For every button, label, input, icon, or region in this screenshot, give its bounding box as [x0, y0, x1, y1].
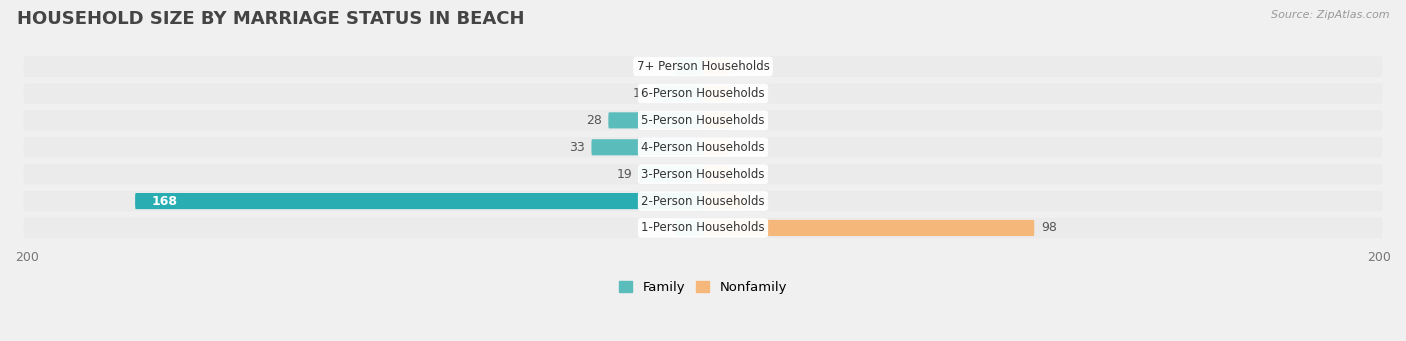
FancyBboxPatch shape	[24, 164, 1382, 184]
Text: 0: 0	[737, 114, 745, 127]
Text: 2-Person Households: 2-Person Households	[641, 195, 765, 208]
FancyBboxPatch shape	[676, 59, 703, 75]
FancyBboxPatch shape	[24, 191, 1382, 211]
FancyBboxPatch shape	[24, 218, 1382, 238]
FancyBboxPatch shape	[703, 193, 744, 209]
FancyBboxPatch shape	[135, 193, 703, 209]
Text: 33: 33	[569, 141, 585, 154]
Text: 0: 0	[737, 60, 745, 73]
FancyBboxPatch shape	[655, 85, 703, 102]
FancyBboxPatch shape	[703, 220, 1035, 236]
FancyBboxPatch shape	[24, 83, 1382, 104]
Text: 3-Person Households: 3-Person Households	[641, 168, 765, 181]
Text: HOUSEHOLD SIZE BY MARRIAGE STATUS IN BEACH: HOUSEHOLD SIZE BY MARRIAGE STATUS IN BEA…	[17, 10, 524, 28]
Text: 0: 0	[737, 168, 745, 181]
FancyBboxPatch shape	[703, 59, 730, 75]
Text: 1-Person Households: 1-Person Households	[641, 221, 765, 235]
FancyBboxPatch shape	[703, 85, 730, 102]
FancyBboxPatch shape	[703, 112, 730, 129]
FancyBboxPatch shape	[24, 110, 1382, 131]
Text: 6-Person Households: 6-Person Households	[641, 87, 765, 100]
FancyBboxPatch shape	[24, 137, 1382, 158]
Text: 0: 0	[737, 141, 745, 154]
FancyBboxPatch shape	[638, 166, 703, 182]
Text: 4-Person Households: 4-Person Households	[641, 141, 765, 154]
FancyBboxPatch shape	[592, 139, 703, 155]
Text: 98: 98	[1040, 221, 1057, 235]
Legend: Family, Nonfamily: Family, Nonfamily	[619, 281, 787, 294]
Text: 12: 12	[751, 195, 766, 208]
Text: 5-Person Households: 5-Person Households	[641, 114, 765, 127]
FancyBboxPatch shape	[676, 220, 703, 236]
FancyBboxPatch shape	[703, 139, 730, 155]
Text: 14: 14	[633, 87, 650, 100]
Text: 28: 28	[586, 114, 602, 127]
Text: 7+ Person Households: 7+ Person Households	[637, 60, 769, 73]
Text: 0: 0	[661, 60, 669, 73]
Text: 0: 0	[737, 87, 745, 100]
Text: 168: 168	[152, 195, 179, 208]
FancyBboxPatch shape	[24, 56, 1382, 77]
Text: 19: 19	[616, 168, 633, 181]
Text: 0: 0	[661, 221, 669, 235]
Text: Source: ZipAtlas.com: Source: ZipAtlas.com	[1271, 10, 1389, 20]
FancyBboxPatch shape	[703, 166, 730, 182]
FancyBboxPatch shape	[609, 112, 703, 129]
